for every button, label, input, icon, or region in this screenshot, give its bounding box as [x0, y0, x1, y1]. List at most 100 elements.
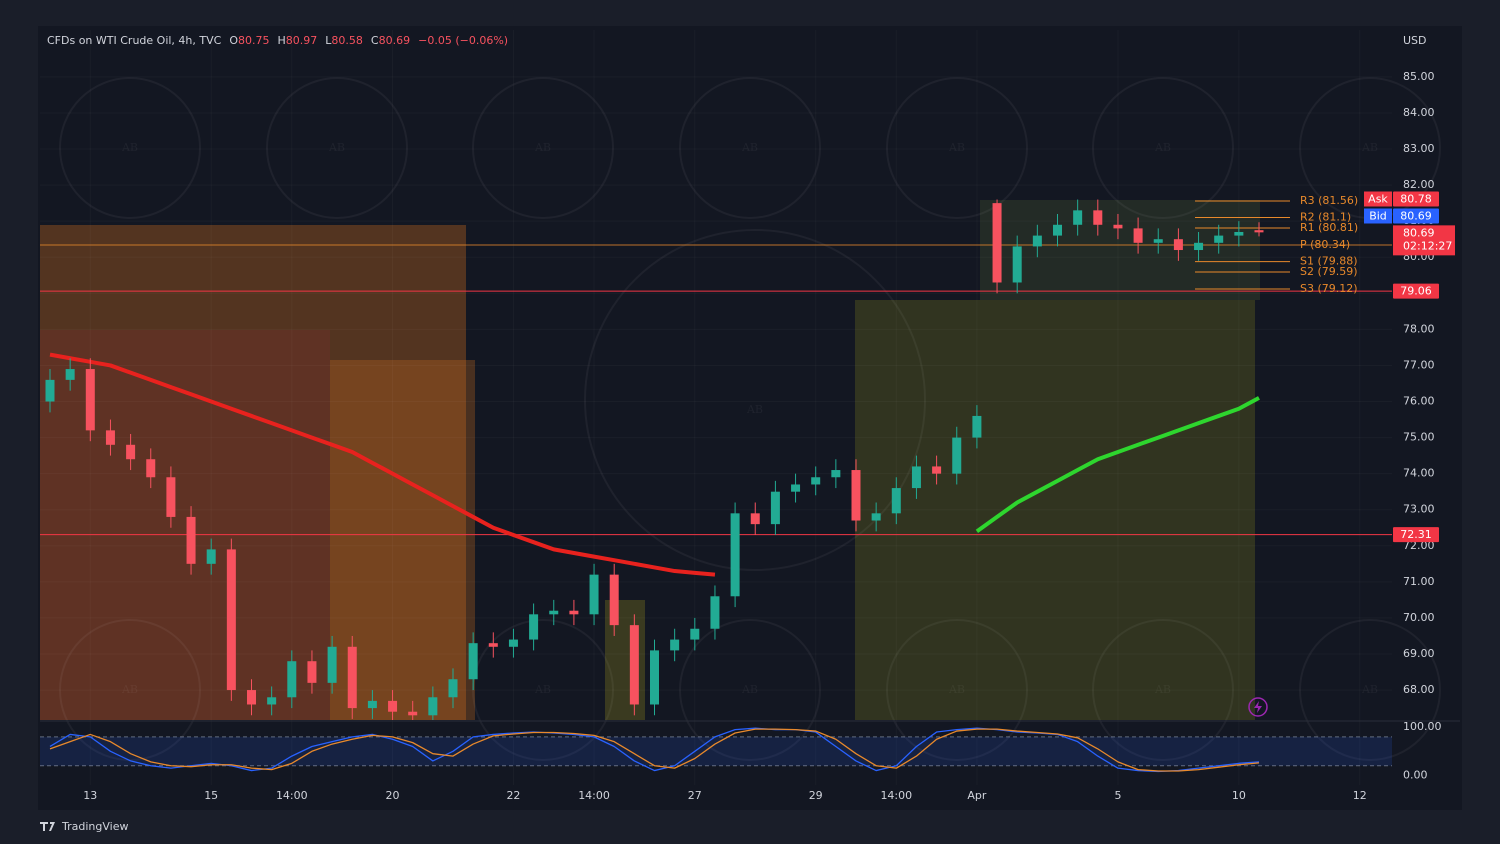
alert-bolt: [1254, 701, 1262, 713]
watermark-texts: AB AB AB AB AB AB AB AB AB AB AB AB AB AB: [121, 141, 1378, 696]
candle-body: [992, 203, 1002, 283]
watermark: AB: [1154, 683, 1171, 696]
candle-body: [367, 700, 377, 709]
watermark: AB: [1361, 141, 1378, 154]
ohlc-label: C: [371, 34, 379, 47]
price-tag-text: 72.31: [1400, 528, 1432, 541]
decor: [40, 200, 1260, 720]
candle-body: [730, 513, 740, 597]
x-tick-label: 14:00: [578, 789, 610, 802]
candle-body: [1012, 246, 1022, 283]
symbol: CFDs on WTI Crude Oil, 4h, TVC: [47, 34, 222, 47]
x-tick-label: 10: [1232, 789, 1246, 802]
alert-icon[interactable]: [1248, 697, 1268, 717]
y-tick-label: 85.00: [1403, 70, 1435, 83]
candle-body: [690, 628, 700, 640]
quote-label-box: [1364, 191, 1392, 207]
price-tag-text: 80.69: [1400, 210, 1432, 223]
price-tag: [1393, 283, 1439, 299]
y-tick-label: 71.00: [1403, 575, 1435, 588]
candle-body: [1053, 224, 1062, 236]
x-tick-label: 12: [1353, 789, 1367, 802]
x-tick-label: 14:00: [880, 789, 912, 802]
oscillator: [40, 727, 1392, 773]
x-tick-label: 13: [83, 789, 97, 802]
candle-body: [448, 679, 458, 698]
watermark: AB: [948, 683, 965, 696]
candle-body: [287, 661, 297, 698]
candle-body: [952, 437, 962, 474]
price-tag-text: 80.78: [1400, 193, 1432, 206]
candle-body: [1133, 228, 1143, 243]
x-tick-label: Apr: [967, 789, 987, 802]
last-price-tag: [1393, 225, 1455, 256]
quote-label: Ask: [1368, 193, 1388, 206]
x-tick-label: 22: [506, 789, 520, 802]
candle-body: [569, 610, 579, 615]
currency: USD: [1403, 34, 1427, 47]
candle-body: [85, 369, 95, 431]
candle-body: [589, 574, 599, 615]
y-tick-label: 78.00: [1403, 322, 1435, 335]
candle-body: [770, 491, 780, 525]
candle-body: [488, 643, 498, 647]
watermark: AB: [328, 141, 345, 154]
candle-body: [1173, 239, 1183, 251]
pivot-label: S3 (79.12): [1300, 282, 1358, 295]
watermark: AB: [746, 403, 763, 416]
candle-body: [126, 444, 136, 460]
ohlc-value: 80.58: [331, 34, 363, 47]
candle-body: [811, 477, 821, 485]
candle-body: [891, 488, 901, 514]
candle-body: [247, 690, 256, 705]
candle-body: [529, 614, 539, 640]
ohlc-label: L: [325, 34, 332, 47]
x-tick-label: 20: [386, 789, 400, 802]
y-tick-label: 76.00: [1403, 395, 1435, 408]
y-tick-label: 69.00: [1403, 647, 1435, 660]
candle-body: [1032, 235, 1042, 247]
price-tag: [1393, 527, 1439, 543]
y-tick-label: 84.00: [1403, 106, 1435, 119]
candle-body: [831, 470, 841, 478]
x-tick-label: 27: [688, 789, 702, 802]
candle-body: [105, 430, 115, 445]
candle-body: [347, 646, 357, 709]
price-tag: [1393, 208, 1439, 224]
candle-body: [508, 639, 518, 647]
candle-body: [267, 697, 277, 705]
watermark: AB: [121, 683, 138, 696]
candle-body: [186, 516, 196, 564]
y-tick-label: 75.00: [1403, 431, 1435, 444]
pivot-label: S1 (79.88): [1300, 255, 1358, 268]
candle-body: [609, 574, 619, 626]
candle-body: [428, 697, 438, 716]
brand-logo: [40, 822, 55, 831]
candle-body: [871, 513, 881, 521]
candle-body: [1234, 231, 1244, 236]
cloud: [855, 300, 1255, 720]
brand[interactable]: TradingView: [61, 820, 128, 833]
candle-body: [670, 639, 680, 651]
x-tick-label: 14:00: [276, 789, 308, 802]
candle-body: [750, 513, 760, 525]
pivot-label: R1 (80.81): [1300, 221, 1358, 234]
cloud: [40, 225, 466, 720]
candle-body: [791, 484, 801, 492]
y-tick-label: 73.00: [1403, 503, 1435, 516]
candle-body: [650, 650, 659, 705]
axes: 68.0069.0070.0071.0072.0073.0074.0075.00…: [83, 70, 1441, 802]
price-tag-text: 79.06: [1400, 285, 1432, 298]
candle-body: [146, 459, 156, 478]
header: CFDs on WTI Crude Oil, 4h, TVC O80.75 H80.…: [47, 34, 508, 47]
x-tick-label: 15: [204, 789, 218, 802]
last-price: 80.69: [1403, 226, 1435, 239]
candle-body: [388, 700, 398, 712]
cloud: [980, 200, 1260, 300]
candle-body: [307, 661, 317, 683]
candle-body: [206, 549, 216, 564]
candle-body: [1214, 235, 1224, 243]
ohlc-value: 80.75: [238, 34, 270, 47]
